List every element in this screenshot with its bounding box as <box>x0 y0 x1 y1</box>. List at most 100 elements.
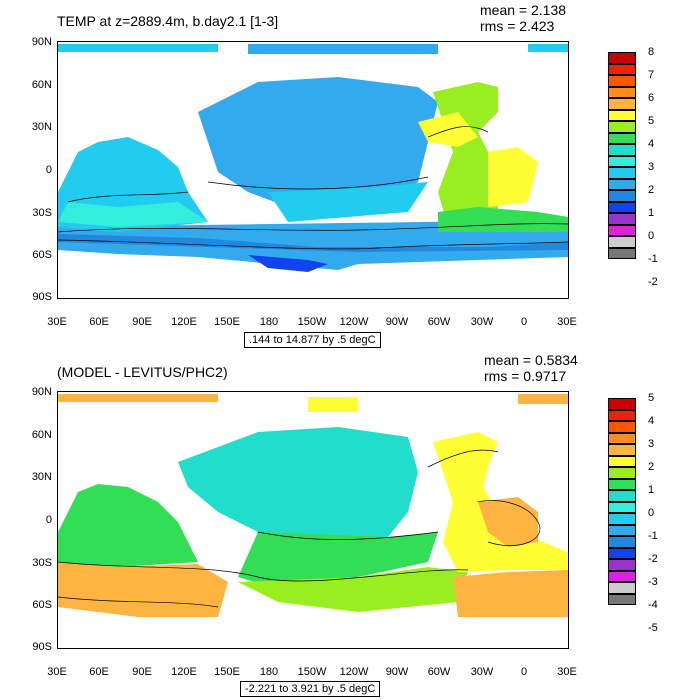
field-region <box>248 44 438 54</box>
field-region <box>238 567 468 612</box>
x-tick-label: 150W <box>297 666 327 678</box>
field-region <box>433 432 568 572</box>
field-region <box>488 147 538 207</box>
contour-line <box>58 223 568 233</box>
field-region <box>58 44 218 52</box>
x-tick-label: 60E <box>89 666 109 678</box>
legend-label: 2 <box>648 461 655 473</box>
legend-label: 3 <box>648 161 655 173</box>
contour-line <box>477 500 541 546</box>
legend-swatch <box>608 75 636 87</box>
mean-stat: mean = 0.5834 <box>484 352 578 368</box>
legend-swatch <box>608 547 636 559</box>
legend-swatch <box>608 455 636 467</box>
legend-swatch <box>608 213 636 225</box>
map-frame <box>57 41 569 299</box>
y-tick-label: 30S <box>32 557 52 569</box>
legend-label: -2 <box>648 553 658 565</box>
contour-line <box>58 596 219 608</box>
legend-label: 8 <box>648 46 655 58</box>
legend-swatch <box>608 398 636 410</box>
rms-stat: rms = 0.9717 <box>484 368 567 384</box>
legend-swatch <box>608 224 636 236</box>
legend-swatch <box>608 467 636 479</box>
x-tick-label: 0 <box>520 316 528 328</box>
x-tick-label: 30E <box>557 666 577 678</box>
field-region <box>198 77 438 207</box>
legend-swatch <box>608 570 636 582</box>
legend-label: 4 <box>648 138 655 150</box>
field-region <box>58 234 568 252</box>
x-tick-label: 120E <box>171 666 197 678</box>
contour-range-label: .144 to 14.877 by .5 degC <box>244 332 381 348</box>
x-tick-label: 90W <box>385 316 409 328</box>
x-tick-label: 30E <box>47 666 67 678</box>
legend-label: -1 <box>648 253 658 265</box>
legend-swatch <box>608 86 636 98</box>
y-tick-label: 0 <box>45 164 52 176</box>
legend-swatch <box>608 167 636 179</box>
x-tick-label: 120W <box>339 666 369 678</box>
x-tick-label: 90E <box>132 666 152 678</box>
field-region <box>528 44 568 52</box>
contour-range-label: -2.221 to 3.921 by .5 degC <box>240 681 381 697</box>
x-tick-label: 150E <box>214 316 240 328</box>
x-tick-label: 120W <box>339 316 369 328</box>
contour-line <box>58 561 469 582</box>
legend-swatch <box>608 63 636 75</box>
field-region <box>518 394 568 404</box>
x-tick-label: 90E <box>132 316 152 328</box>
legend-swatch <box>608 178 636 190</box>
contour-line <box>257 531 439 540</box>
legend-swatch <box>608 52 636 64</box>
legend-swatch <box>608 513 636 525</box>
legend-label: 7 <box>648 69 655 81</box>
y-tick-label: 0 <box>45 514 52 526</box>
field-region <box>268 182 428 222</box>
legend-label: 4 <box>648 415 655 427</box>
x-tick-label: 60W <box>427 666 451 678</box>
contour-line <box>67 191 189 203</box>
x-tick-label: 0 <box>520 666 528 678</box>
map-field <box>58 44 568 272</box>
y-tick-label: 60S <box>32 599 52 611</box>
legend-label: 0 <box>648 507 655 519</box>
legend-label: 1 <box>648 484 655 496</box>
x-tick-label: 180 <box>259 666 279 678</box>
legend-swatch <box>608 582 636 594</box>
x-tick-label: 60E <box>89 316 109 328</box>
panel-title: (MODEL - LEVITUS/PHC2) <box>57 364 228 380</box>
y-tick-label: 60S <box>32 249 52 261</box>
legend-swatch <box>608 132 636 144</box>
x-tick-label: 30E <box>47 316 67 328</box>
field-region <box>58 484 198 567</box>
rms-stat: rms = 2.423 <box>480 18 555 34</box>
legend-swatch <box>608 559 636 571</box>
x-tick-label: 90W <box>385 666 409 678</box>
legend-swatch <box>608 247 636 259</box>
contour-line <box>427 126 489 138</box>
x-tick-label: 30W <box>470 316 494 328</box>
legend-swatch <box>608 144 636 156</box>
legend-label: 1 <box>648 207 655 219</box>
legend-swatch <box>608 201 636 213</box>
legend-swatch <box>608 501 636 513</box>
field-region <box>238 532 438 592</box>
legend-swatch <box>608 121 636 133</box>
field-region <box>58 220 568 270</box>
legend-label: -3 <box>648 576 658 588</box>
map-field <box>58 394 568 617</box>
field-region <box>58 394 218 402</box>
x-tick-label: 150E <box>214 666 240 678</box>
field-region <box>478 497 538 547</box>
panel-temperature: TEMP at z=2889.4m, b.day2.1 [1-3] mean =… <box>32 2 658 348</box>
x-tick-label: 60W <box>427 316 451 328</box>
contour-line <box>58 239 568 250</box>
legend-label: 5 <box>648 392 655 404</box>
field-region <box>58 562 228 617</box>
legend-swatch <box>608 536 636 548</box>
contour-line <box>427 449 499 468</box>
legend-swatch <box>608 524 636 536</box>
legend-swatch <box>608 190 636 202</box>
x-tick-label: 30W <box>470 666 494 678</box>
